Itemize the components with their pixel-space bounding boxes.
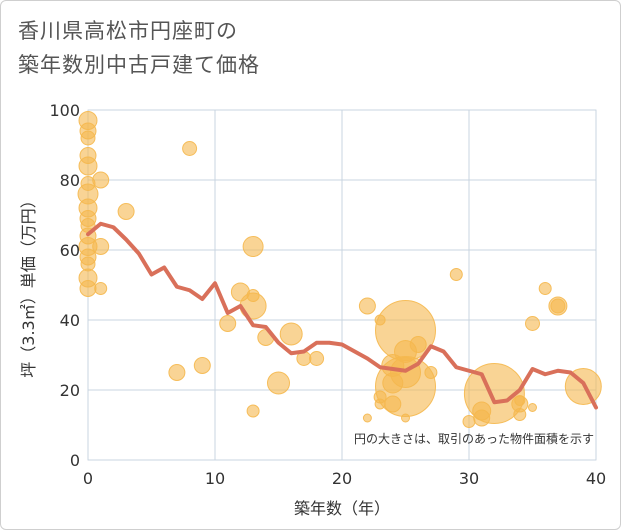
scatter-point [79,280,97,297]
x-tick-label: 30 [459,469,479,488]
scatter-point [525,316,540,331]
scatter-point [513,408,527,421]
scatter-point [92,238,110,255]
x-tick-label: 10 [205,469,225,488]
y-tick-label: 20 [60,381,80,400]
scatter-point [514,395,526,406]
scatter-point [463,363,525,424]
y-tick-label: 80 [60,171,80,190]
scatter-point [279,322,303,346]
scatter-point [550,298,566,314]
scatter-point [401,413,410,423]
scatter-point [182,141,198,156]
chart-title-line1: 香川県高松市円座町の [18,19,238,43]
scatter-point [246,289,260,302]
scatter-point [219,315,237,332]
scatter-point [424,366,438,379]
x-axis-label: 築年数（年） [294,499,390,518]
scatter-point [80,130,96,146]
scatter-point [242,236,264,257]
scatter-point [92,171,110,189]
scatter-point [449,268,463,281]
scatter-point [78,156,98,176]
scatter-point [267,371,290,395]
y-tick-label: 100 [49,101,80,120]
trend-line [86,221,598,410]
scatter-point [168,364,186,381]
scatter-point [409,336,427,353]
scatter-point [94,282,108,295]
scatter-point [358,297,376,315]
y-tick-label: 60 [60,241,80,260]
scatter-point [538,282,552,295]
scatter-point [309,351,325,366]
scatter-point [528,403,537,412]
scatter-point [362,413,372,423]
y-tick-label: 0 [70,451,80,470]
scatter-point [246,404,260,418]
scatter-point [193,357,211,374]
scatter-point [375,356,436,417]
chart-title: 香川県高松市円座町の 築年数別中古戸建て価格 [18,14,260,82]
y-axis-label: 坪（3.3㎡）単価（万円） [19,192,38,377]
chart-title-line2: 築年数別中古戸建て価格 [18,53,260,77]
bubble-layer [77,111,602,428]
scatter-point [117,203,135,220]
tick-labels: 0 10 20 30 40 0 20 40 60 80 100 [49,101,606,488]
x-tick-label: 0 [83,469,93,488]
scatter-point [462,415,476,428]
x-tick-label: 40 [586,469,606,488]
x-tick-label: 20 [332,469,352,488]
size-note: 円の大きさは、取引のあった物件面積を示す [354,431,594,446]
y-tick-label: 40 [60,311,80,330]
